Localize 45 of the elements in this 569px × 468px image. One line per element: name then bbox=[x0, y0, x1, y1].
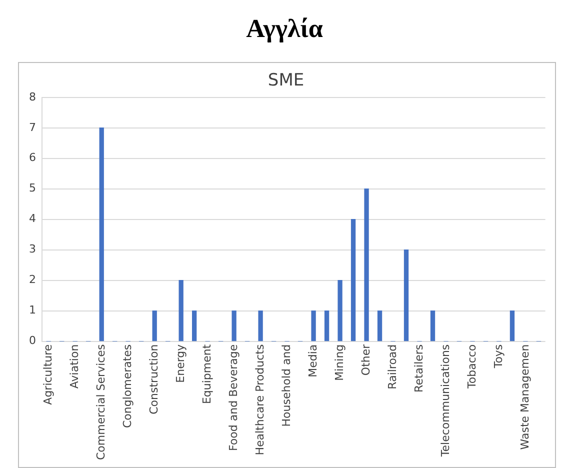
bar bbox=[99, 128, 104, 342]
x-tick-label: Energy bbox=[174, 344, 187, 383]
x-tick-label: Commercial Services bbox=[94, 344, 108, 460]
bar bbox=[510, 310, 515, 342]
bar bbox=[324, 310, 330, 342]
bar bbox=[404, 250, 409, 342]
x-tick-label: Telecommunications bbox=[438, 344, 452, 458]
x-tick-label: Waste Managemen bbox=[518, 344, 532, 450]
y-tick-label: 3 bbox=[29, 242, 36, 256]
bar bbox=[192, 310, 197, 342]
bar bbox=[152, 310, 157, 342]
x-tick-label: Tobacco bbox=[465, 344, 478, 390]
x-tick-label: Other bbox=[359, 344, 372, 376]
bar bbox=[258, 310, 263, 342]
x-tick-label: Aviation bbox=[68, 344, 81, 389]
x-tick-label: Media bbox=[306, 344, 320, 378]
y-tick-label: 8 bbox=[29, 90, 36, 104]
x-tick-label: Food and Beverage bbox=[226, 344, 240, 451]
y-tick-label: 5 bbox=[29, 182, 36, 195]
chart-subtitle: SME bbox=[268, 70, 304, 91]
x-tick-label: Toys bbox=[492, 344, 505, 370]
y-tick-label: 6 bbox=[29, 151, 36, 164]
bar bbox=[430, 310, 436, 342]
x-tick-label: Household and bbox=[280, 344, 293, 427]
x-tick-label: Agriculture bbox=[41, 344, 54, 405]
x-tick-label: Construction bbox=[147, 344, 160, 414]
y-tick-label: 2 bbox=[29, 273, 36, 286]
bar bbox=[364, 188, 369, 342]
y-tick-label: 4 bbox=[29, 212, 36, 226]
bar bbox=[338, 280, 342, 342]
bar bbox=[377, 310, 382, 342]
bar bbox=[232, 310, 236, 342]
y-tick-label: 0 bbox=[29, 334, 36, 348]
bar bbox=[311, 310, 316, 342]
x-tick-label: Retailers bbox=[412, 344, 426, 392]
bar bbox=[350, 219, 356, 342]
y-tick-label: 1 bbox=[29, 304, 36, 317]
x-tick-label: Mining bbox=[332, 344, 346, 381]
x-tick-label: Healthcare Products bbox=[253, 344, 266, 456]
chart-title: Αγγλία bbox=[245, 13, 324, 45]
x-tick-label: Equipment bbox=[200, 344, 214, 404]
x-tick-label: Railroad bbox=[386, 344, 399, 390]
bar bbox=[178, 280, 184, 342]
y-tick-label: 7 bbox=[29, 120, 36, 134]
x-tick-label: Conglomerates bbox=[120, 344, 134, 428]
